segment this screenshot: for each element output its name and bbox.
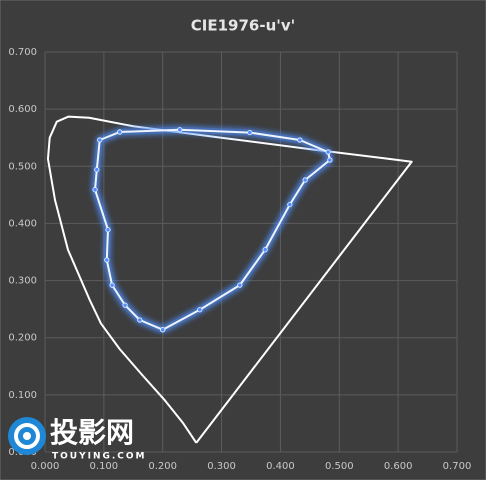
point bbox=[327, 157, 333, 163]
watermark-name: 投影网 bbox=[50, 416, 134, 449]
point bbox=[160, 327, 166, 333]
x-tick-label: 0.700 bbox=[443, 461, 472, 472]
logo-dot bbox=[23, 432, 31, 440]
point bbox=[122, 302, 128, 308]
point bbox=[237, 282, 243, 288]
chart-title: CIE1976-u'v' bbox=[191, 17, 295, 35]
y-tick-label: 0.100 bbox=[8, 390, 37, 401]
point bbox=[287, 201, 293, 208]
point bbox=[137, 317, 143, 323]
point bbox=[105, 227, 111, 233]
x-tick-label: 0.600 bbox=[384, 461, 413, 472]
x-tick-label: 0.100 bbox=[90, 461, 119, 472]
y-tick-label: 0.300 bbox=[8, 276, 37, 287]
series-line bbox=[46, 115, 413, 444]
y-tick-label: 0.600 bbox=[8, 104, 37, 115]
y-tick-label: 0.700 bbox=[8, 47, 37, 58]
point bbox=[177, 127, 183, 133]
point bbox=[302, 177, 308, 183]
y-tick-label: 0.500 bbox=[8, 161, 37, 172]
x-tick-label: 0.000 bbox=[31, 461, 60, 472]
point bbox=[94, 167, 100, 173]
y-tick-label: 0.200 bbox=[8, 333, 37, 344]
x-tick-label: 0.300 bbox=[207, 461, 236, 472]
point bbox=[109, 282, 115, 288]
x-tick-label: 0.200 bbox=[148, 461, 177, 472]
point bbox=[117, 129, 123, 135]
y-tick-label: 0.400 bbox=[8, 218, 37, 229]
point bbox=[197, 307, 203, 313]
point bbox=[247, 129, 253, 136]
logo-ring bbox=[14, 423, 40, 449]
watermark-url: TOUYING.COM bbox=[52, 452, 147, 462]
watermark: 投影网 TOUYING.COM bbox=[8, 416, 147, 462]
point bbox=[325, 149, 331, 155]
x-tick-label: 0.500 bbox=[325, 461, 354, 472]
point bbox=[92, 187, 98, 193]
point bbox=[97, 137, 103, 143]
point bbox=[297, 137, 303, 143]
point bbox=[262, 247, 268, 253]
point bbox=[104, 257, 110, 263]
x-tick-label: 0.400 bbox=[266, 461, 295, 472]
